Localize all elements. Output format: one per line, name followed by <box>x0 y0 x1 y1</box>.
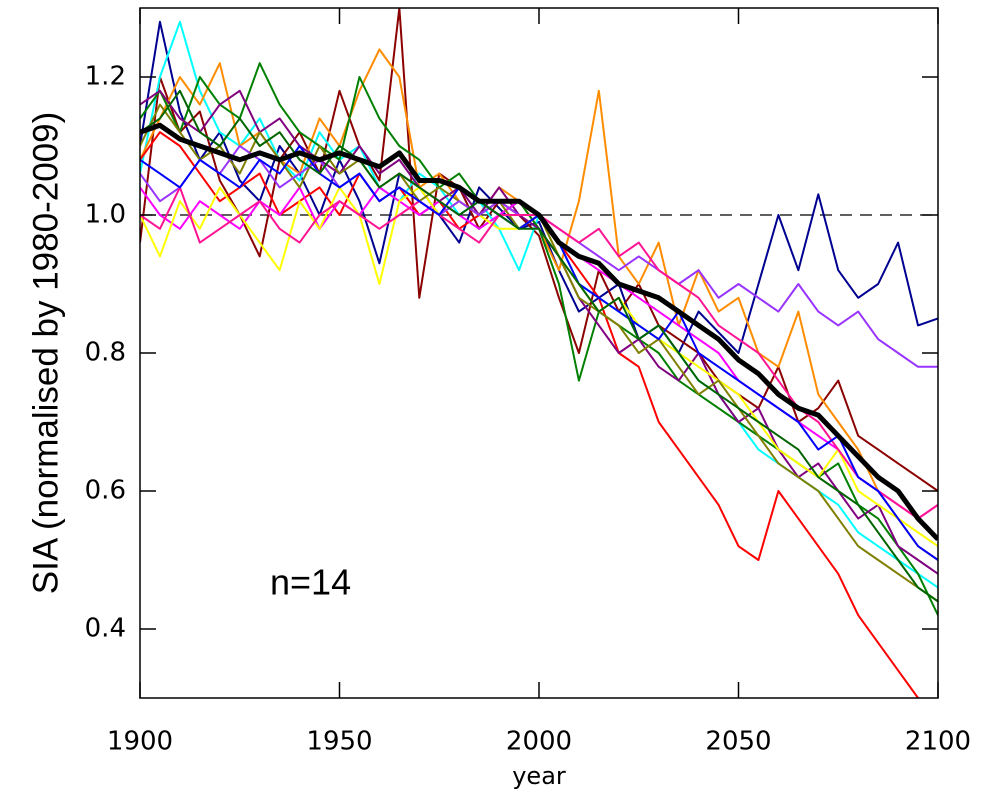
x-tick-label: 2000 <box>506 727 572 757</box>
x-tick-label: 2100 <box>905 727 971 757</box>
y-tick-label: 1.0 <box>85 200 126 230</box>
y-tick-label: 0.6 <box>85 476 126 506</box>
series-line <box>140 145 938 561</box>
series-line <box>140 89 938 603</box>
y-tick-label: 0.4 <box>85 614 126 644</box>
x-tick-label: 1950 <box>306 727 372 757</box>
x-tick-label: 2050 <box>705 727 771 757</box>
plot-lines <box>140 8 938 698</box>
series-line <box>140 122 938 542</box>
series-line <box>140 20 938 354</box>
x-axis-label: year <box>512 762 566 790</box>
y-tick-label: 1.2 <box>85 62 126 92</box>
series-line <box>140 48 938 561</box>
y-tick-label: 0.8 <box>85 338 126 368</box>
x-tick-label: 1900 <box>107 727 173 757</box>
y-axis-label: SIA (normalised by 1980-2009) <box>26 112 65 595</box>
annotation: n=14 <box>270 562 351 603</box>
plot-frame <box>139 7 939 699</box>
series-line <box>140 20 938 589</box>
series-line <box>140 103 938 603</box>
series-line <box>140 89 938 575</box>
series-line <box>140 8 938 492</box>
